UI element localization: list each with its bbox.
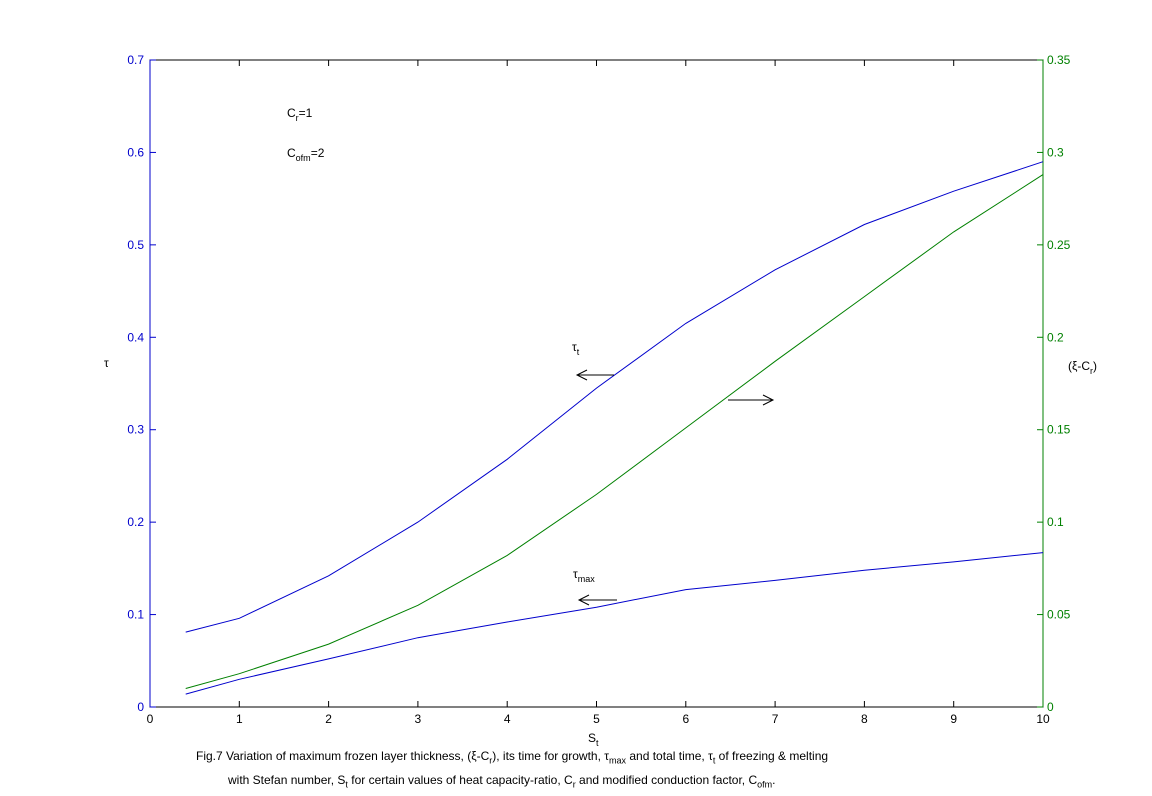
label-tau-max: τmax	[573, 567, 595, 584]
right-axis-label: (ξ-Cr)	[1068, 359, 1097, 376]
left-tick-label: 0.1	[127, 608, 144, 622]
caption-line-2: with Stefan number, St for certain value…	[228, 773, 776, 790]
left-tick-label: 0.7	[127, 53, 144, 67]
left-tick-label: 0.4	[127, 330, 144, 344]
x-tick-label: 8	[861, 712, 868, 726]
series-group	[185, 161, 1044, 695]
x-tick-label: 1	[236, 712, 243, 726]
left-tick-label: 0.3	[127, 423, 144, 437]
left-axis-label: τ	[104, 356, 109, 370]
caption-line-1: Fig.7 Variation of maximum frozen layer …	[196, 749, 829, 766]
x-tick-label: 10	[1036, 712, 1050, 726]
arrow-right-xi	[728, 394, 775, 406]
series-line-0	[185, 161, 1044, 633]
right-tick-label: 0.15	[1047, 423, 1071, 437]
right-tick-label: 0.2	[1047, 330, 1064, 344]
series-line-1	[185, 552, 1044, 695]
arrow-left-tau-max	[577, 594, 617, 606]
arrow-left-tau-t	[575, 369, 614, 381]
figure-caption: Fig.7 Variation of maximum frozen layer …	[196, 746, 1136, 795]
plot-area	[149, 59, 1044, 708]
label-tau-t: τt	[572, 340, 580, 357]
x-tick-label: 3	[415, 712, 422, 726]
left-tick-label: 0.6	[127, 145, 144, 159]
x-tick-label: 7	[772, 712, 779, 726]
x-tick-label: 6	[682, 712, 689, 726]
x-axis-label: St	[588, 731, 599, 748]
x-tick-label: 9	[950, 712, 957, 726]
right-tick-label: 0.05	[1047, 608, 1071, 622]
right-tick-label: 0.3	[1047, 145, 1064, 159]
x-tick-label: 4	[504, 712, 511, 726]
x-tick-label: 2	[325, 712, 332, 726]
left-tick-label: 0	[137, 700, 144, 714]
left-tick-label: 0.2	[127, 515, 144, 529]
x-tick-label: 0	[147, 712, 154, 726]
left-tick-label: 0.5	[127, 238, 144, 252]
right-tick-label: 0	[1047, 700, 1054, 714]
annotation-cofm: Cofm=2	[287, 146, 325, 163]
series-line-2	[185, 174, 1044, 689]
right-tick-label: 0.1	[1047, 515, 1064, 529]
annotation-cr: Cr=1	[287, 106, 313, 123]
axis-ticks: 0 1 2 3 4 5 6 7 8 9 1000.10.20.30.40.50.60.700.050…	[127, 53, 1070, 726]
right-tick-label: 0.25	[1047, 238, 1071, 252]
x-tick-label: 5	[593, 712, 600, 726]
right-tick-label: 0.35	[1047, 53, 1071, 67]
